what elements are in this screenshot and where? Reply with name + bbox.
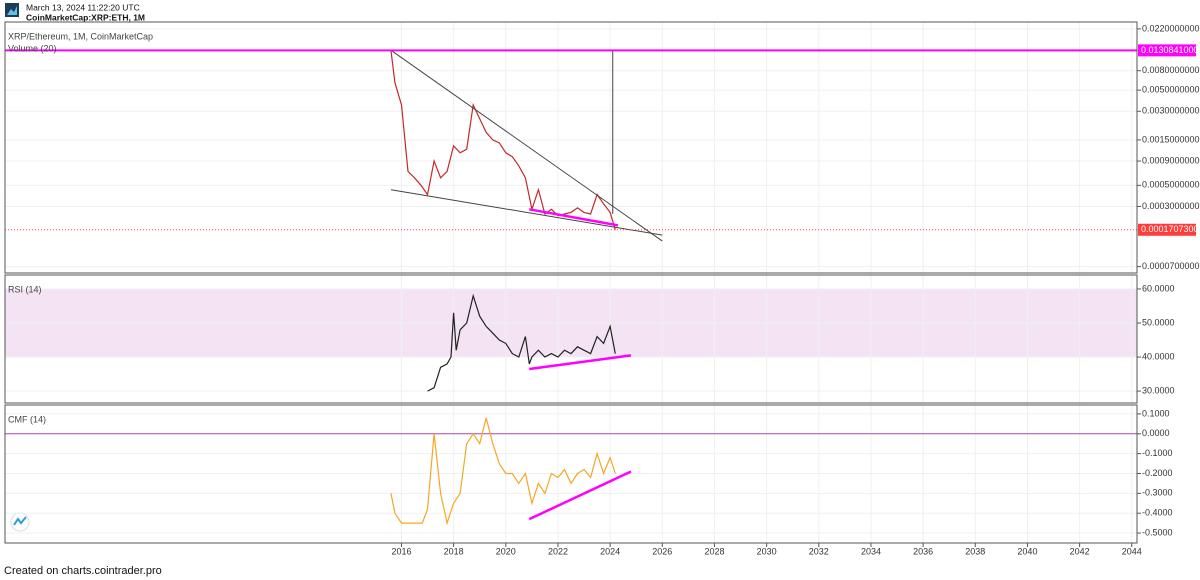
y-tick-label: 0.0015000000: [1142, 134, 1200, 144]
y-tick-label: -0.2000: [1142, 468, 1173, 478]
x-tick-label: 2016: [391, 546, 411, 556]
x-tick-label: 2036: [913, 546, 933, 556]
x-tick-label: 2024: [600, 546, 620, 556]
y-tick-label: 0.1000: [1142, 408, 1170, 418]
x-tick-label: 2020: [496, 546, 516, 556]
y-tick-label: 30.0000: [1142, 385, 1175, 395]
y-tick-label: 50.0000: [1142, 317, 1175, 327]
y-tick-label: -0.3000: [1142, 488, 1173, 498]
series-line: [390, 50, 616, 230]
panel: [5, 22, 1137, 273]
trendline: [390, 189, 663, 236]
y-tick-label: -0.5000: [1142, 527, 1173, 537]
x-tick-label: 2042: [1070, 546, 1090, 556]
panel-border: [4, 21, 1138, 274]
panel: [5, 275, 1137, 403]
y-tick-label: 0.0050000000: [1142, 85, 1200, 95]
x-tick-label: 2018: [444, 546, 464, 556]
brand-icon-mark: [13, 516, 27, 526]
price-label-bg: [1138, 223, 1196, 236]
y-tick-label: 0.0003000000: [1142, 201, 1200, 211]
x-tick-label: 2030: [757, 546, 777, 556]
y-tick-label: 0.0030000000: [1142, 106, 1200, 116]
series-line: [427, 293, 616, 392]
y-tick-label: -0.4000: [1142, 508, 1173, 518]
panel-title: CMF (14): [8, 414, 46, 424]
panel-title: XRP/Ethereum, 1M, CoinMarketCap: [8, 31, 153, 41]
y-tick-label: 0.0220000000: [1142, 23, 1200, 33]
timestamp: March 13, 2024 11:22:20 UTC: [26, 2, 140, 12]
x-tick-label: 2022: [548, 546, 568, 556]
price-label: 0.0001707300: [1141, 224, 1199, 234]
price-label-bg: [1138, 44, 1196, 57]
price-label: 0.0130841000: [1141, 45, 1199, 55]
x-tick-label: 2040: [1017, 546, 1037, 556]
y-tick-label: 40.0000: [1142, 351, 1175, 361]
trendline: [529, 208, 619, 227]
panel-border: [4, 274, 1138, 404]
series-line: [390, 417, 616, 526]
y-tick-label: 0.0000: [1142, 428, 1170, 438]
panel: [5, 405, 1137, 543]
x-tick-label: 2032: [809, 546, 829, 556]
footer: Created on charts.cointrader.pro: [4, 565, 162, 577]
y-tick-label: 0.0080000000: [1142, 65, 1200, 75]
x-tick-label: 2028: [704, 546, 724, 556]
x-tick-label: 2038: [965, 546, 985, 556]
trendline: [390, 49, 663, 242]
y-tick-label: 60.0000: [1142, 283, 1175, 293]
logo-mark: [7, 6, 17, 15]
panel-border: [4, 404, 1138, 544]
panel-subtitle: Volume (20): [8, 43, 57, 53]
y-tick-label: -0.1000: [1142, 448, 1173, 458]
symbol: CoinMarketCap:XRP:ETH, 1M: [26, 12, 145, 22]
trendline: [528, 470, 632, 521]
x-tick-label: 2026: [652, 546, 672, 556]
trendline: [529, 354, 632, 371]
y-tick-label: 0.0009000000: [1142, 155, 1200, 165]
x-tick-label: 2034: [861, 546, 881, 556]
y-tick-label: 0.0005000000: [1142, 180, 1200, 190]
panel-title: RSI (14): [8, 284, 42, 294]
x-tick-label: 2044: [1122, 546, 1142, 556]
y-tick-label: 0.0000700000: [1142, 261, 1200, 271]
